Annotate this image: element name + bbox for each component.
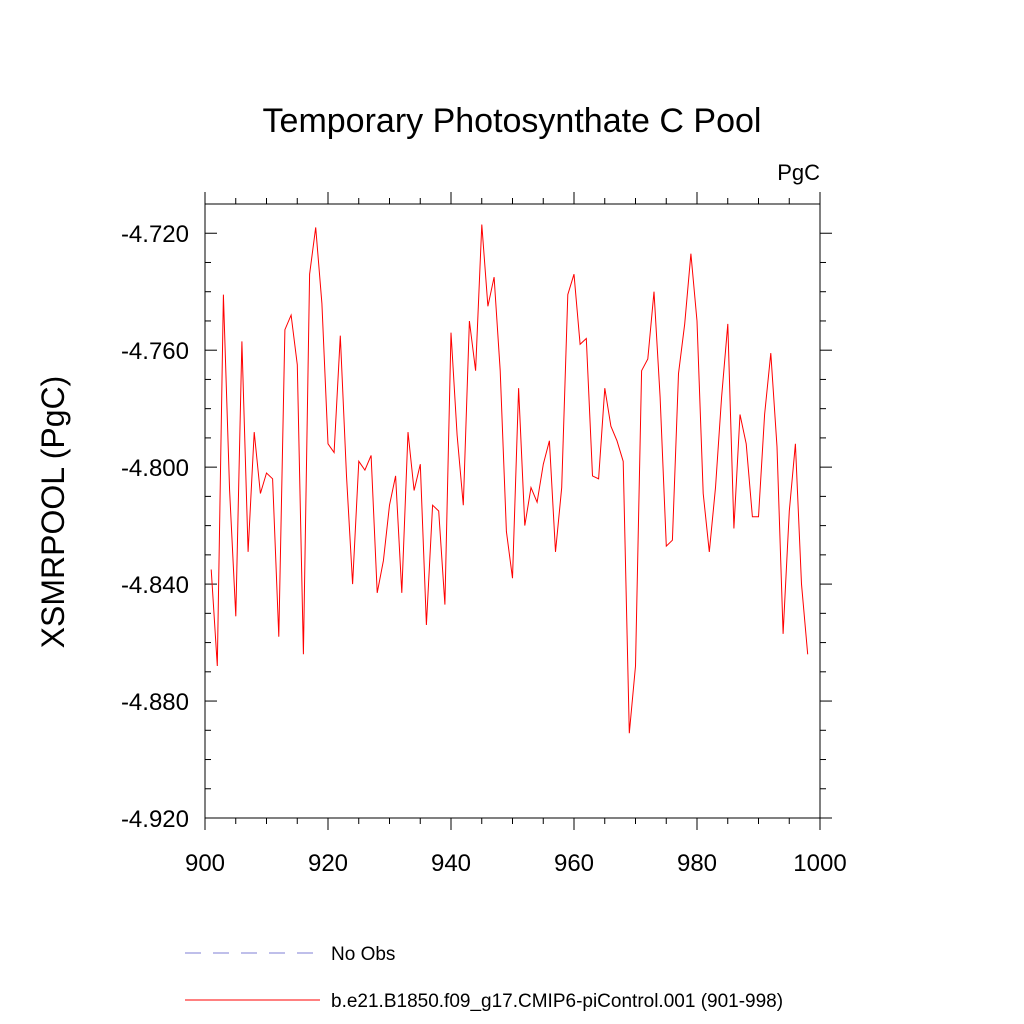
x-tick-label: 960 — [554, 850, 594, 877]
tick-labels: 900 920 940 960 980 1000 -4.720 -4.760 -4.800 -4.… — [121, 221, 847, 877]
x-tick-label: 980 — [677, 850, 717, 877]
legend-label-series: b.e21.B1850.f09_g17.CMIP6-piControl.001 … — [331, 991, 783, 1012]
legend-label-no-obs: No Obs — [331, 944, 395, 965]
y-tick-label: -4.920 — [121, 806, 189, 833]
x-tick-label: 920 — [308, 850, 348, 877]
legend: No Obs b.e21.B1850.f09_g17.CMIP6-piContr… — [185, 944, 783, 1012]
series-layer — [210, 224, 809, 734]
y-axis-label: XSMRPOOL (PgC) — [35, 376, 71, 649]
y-tick-label: -4.880 — [121, 689, 189, 716]
x-tick-label: 1000 — [793, 850, 846, 877]
y-tick-label: -4.760 — [121, 338, 189, 365]
y-tick-label: -4.840 — [121, 572, 189, 599]
plot-frame — [204, 203, 821, 819]
y-tick-label: -4.720 — [121, 221, 189, 248]
axis-ticks — [204, 192, 832, 830]
chart-title: Temporary Photosynthate C Pool — [263, 102, 762, 140]
x-tick-label: 940 — [431, 850, 471, 877]
y-tick-label: -4.800 — [121, 455, 189, 482]
x-tick-label: 900 — [185, 850, 225, 877]
series-line — [210, 224, 809, 734]
units-label: PgC — [777, 160, 820, 185]
